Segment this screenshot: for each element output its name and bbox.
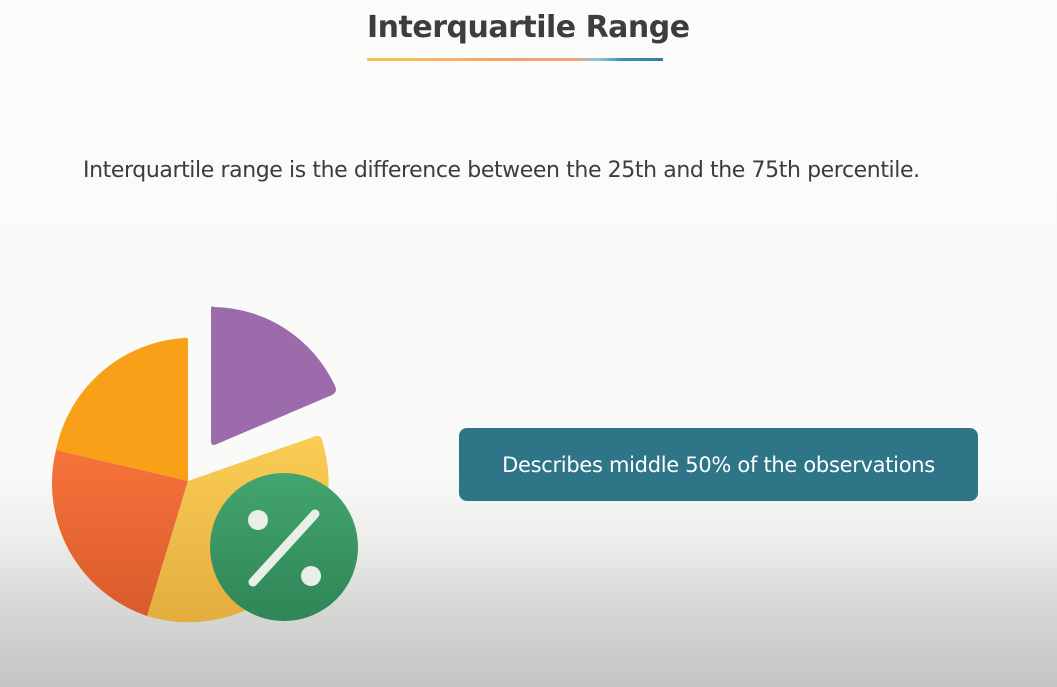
slide-title: Interquartile Range	[367, 10, 690, 45]
percent-icon	[210, 473, 358, 621]
pie-chart-icon	[51, 306, 358, 623]
callout-text: Describes middle 50% of the observations	[502, 452, 935, 477]
pie-slice-purple	[211, 306, 336, 445]
pie-slice-orange	[56, 337, 188, 481]
pie-slice-red-orange	[51, 450, 188, 616]
callout-box: Describes middle 50% of the observations	[459, 428, 978, 501]
slide-subtitle: Interquartile range is the difference be…	[83, 158, 920, 183]
title-underline	[367, 58, 663, 61]
